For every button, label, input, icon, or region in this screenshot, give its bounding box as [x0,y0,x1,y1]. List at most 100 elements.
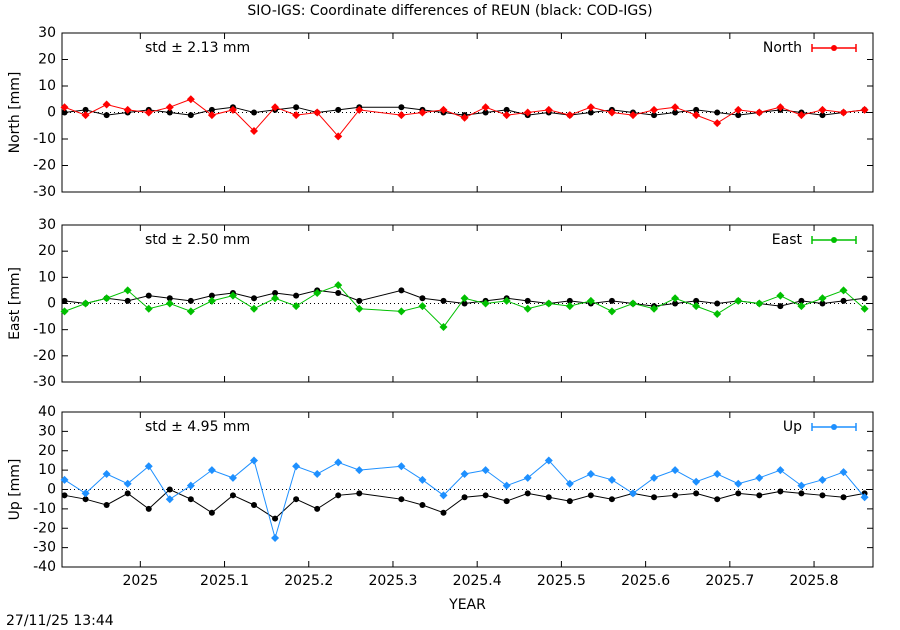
data-point [207,296,216,305]
data-point [587,492,594,499]
data-point [777,488,784,495]
data-point [334,132,343,141]
y-tick-label: -20 [33,520,56,536]
data-point [481,103,490,112]
data-point [798,297,805,304]
data-point [293,292,300,299]
data-point [460,294,469,303]
data-point [251,295,258,302]
data-point [250,127,259,136]
data-point [713,309,722,318]
data-point [545,494,552,501]
data-point [251,109,258,116]
series-line [64,98,865,138]
data-point [292,302,301,311]
y-tick-label: 30 [38,217,56,233]
data-point [818,475,827,484]
data-point [481,466,490,475]
data-point [502,111,511,120]
data-point [797,111,806,120]
y-axis-label: North [mm] [7,72,23,154]
data-point [81,111,90,120]
y-tick-label: 20 [38,443,56,459]
data-point [313,108,322,117]
x-tick-label: 2025.7 [705,573,754,589]
data-point [482,492,489,499]
data-point [208,509,215,516]
data-point [145,505,152,512]
series-line [64,284,865,328]
data-point [335,290,342,297]
data-point [166,109,173,116]
data-point [819,112,826,119]
data-point [271,533,280,542]
data-point [839,286,848,295]
data-point [61,492,68,499]
x-tick-label: 2025.3 [368,573,417,589]
data-point [228,105,237,114]
x-tick-label: 2025.8 [790,573,839,589]
data-point [313,289,322,298]
data-point [292,111,301,120]
timestamp: 27/11/25 13:44 [6,613,114,629]
data-point [145,292,152,299]
data-point [523,108,532,117]
data-point [398,496,405,503]
y-tick-label: -30 [33,374,56,390]
data-point [186,481,195,490]
x-tick-label: 2025.6 [621,573,670,589]
data-point [840,297,847,304]
data-point [544,456,553,465]
data-point [524,490,531,497]
data-point [544,105,553,114]
data-point [818,105,827,114]
data-point [440,509,447,516]
data-point [734,479,743,488]
data-point [861,295,868,302]
data-point [186,307,195,316]
data-point [839,108,848,117]
data-point [418,475,427,484]
y-tick-label: -10 [33,131,56,147]
data-point [397,462,406,471]
data-point [60,307,69,316]
data-point [334,458,343,467]
data-point [166,486,173,493]
y-tick-label: 10 [38,78,56,94]
data-point [293,496,300,503]
data-point [124,297,131,304]
data-point [819,300,826,307]
plot-frame [61,411,874,568]
data-point [481,299,490,308]
data-point [271,103,280,112]
data-point [81,489,90,498]
data-point [860,493,869,502]
data-point [103,502,110,508]
data-point [713,470,722,478]
data-point [419,502,426,508]
data-point [565,479,574,488]
data-point [734,105,743,114]
data-point [586,296,595,305]
data-point [228,291,237,300]
data-point [207,111,216,120]
data-point [797,302,806,311]
data-point [628,299,637,308]
data-point [650,304,659,313]
data-point [187,496,194,503]
data-point [102,470,111,478]
y-tick-label: -10 [33,501,56,517]
data-point [650,473,659,482]
data-point [608,297,615,304]
data-point [651,494,658,501]
data-point [798,490,805,497]
data-point [208,106,215,113]
data-point [586,470,595,478]
y-axis-label: Up [mm] [7,459,23,521]
data-point [797,481,806,490]
data-point [187,297,194,304]
chart-title: SIO-IGS: Coordinate differences of REUN … [247,3,652,19]
data-point [419,295,426,302]
